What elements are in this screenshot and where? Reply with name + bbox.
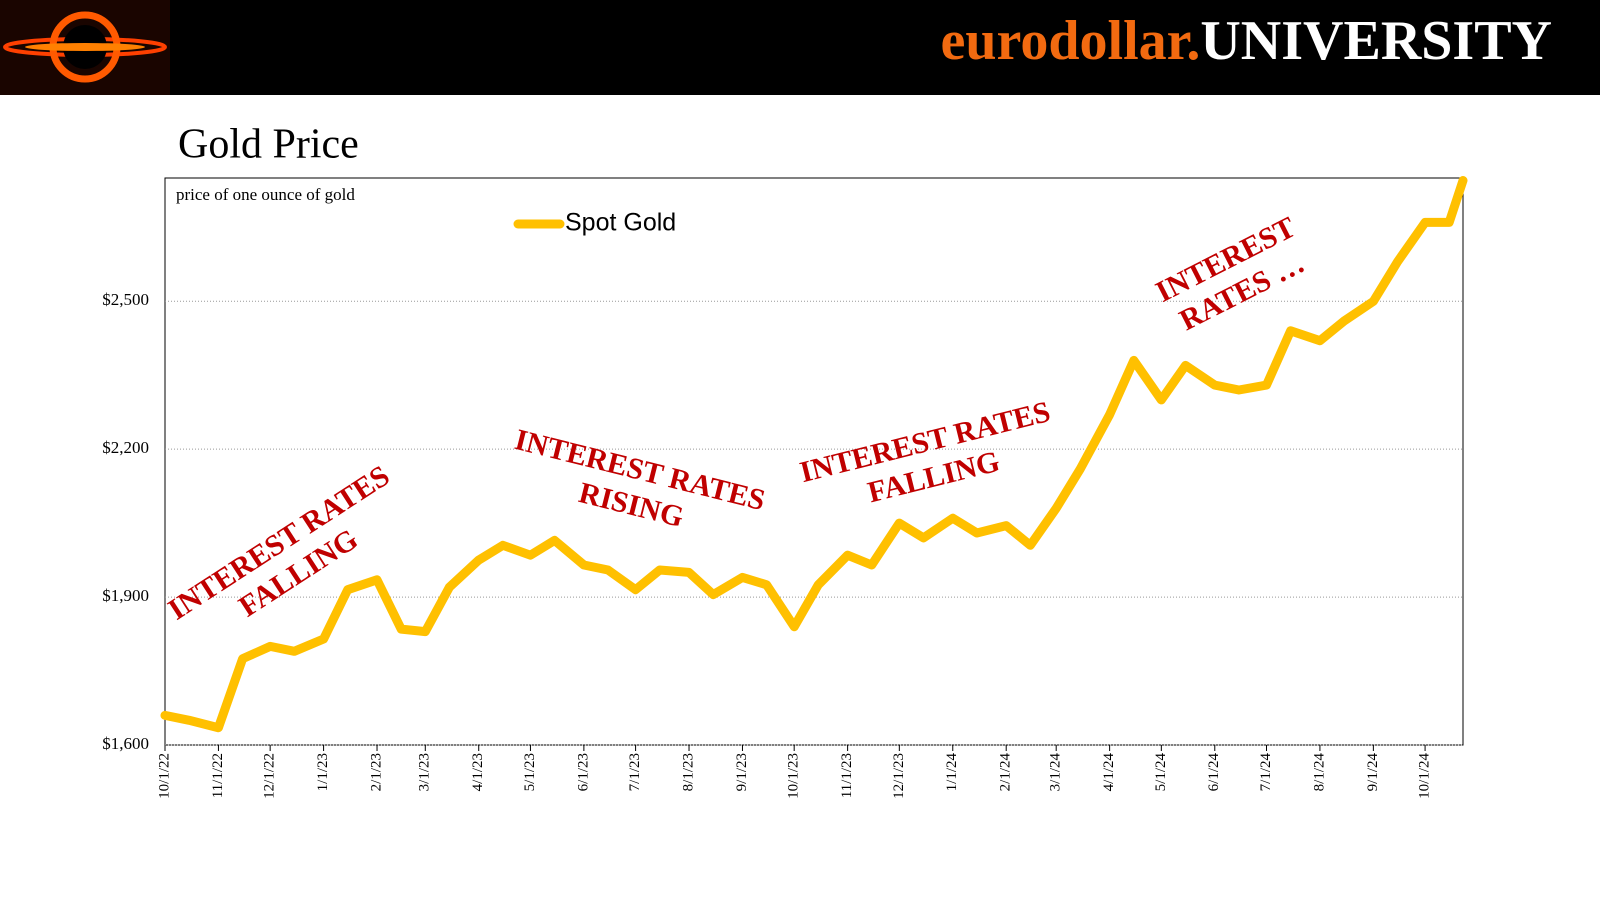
x-tick-label: 8/1/23: [680, 753, 696, 791]
x-tick-label: 9/1/23: [734, 753, 750, 791]
x-tick-label: 12/1/23: [891, 753, 907, 799]
logo: [0, 0, 170, 95]
y-tick-label: $1,900: [102, 586, 149, 605]
x-tick-label: 4/1/23: [470, 753, 486, 791]
x-tick-label: 10/1/22: [156, 753, 172, 799]
annotation: INTEREST RATESFALLING: [162, 459, 415, 657]
x-tick-label: 6/1/24: [1206, 753, 1222, 792]
x-tick-label: 3/1/24: [1048, 753, 1064, 792]
y-tick-label: $1,600: [102, 734, 149, 753]
x-tick-label: 5/1/23: [522, 753, 538, 791]
brand-left: eurodollar.: [941, 10, 1201, 72]
x-tick-label: 3/1/23: [417, 753, 433, 791]
header-bar: [0, 0, 1600, 95]
x-tick-label: 1/1/24: [944, 753, 960, 792]
y-tick-label: $2,200: [102, 438, 149, 457]
x-tick-label: 11/1/22: [210, 753, 226, 798]
subtitle: price of one ounce of gold: [176, 185, 355, 204]
x-tick-label: 7/1/24: [1258, 753, 1274, 792]
annotation: INTERESTRATES …: [1151, 210, 1318, 340]
legend-label: Spot Gold: [565, 209, 676, 237]
x-tick-label: 5/1/24: [1153, 753, 1169, 792]
x-tick-label: 11/1/23: [839, 753, 855, 798]
annotation: INTEREST RATESRISING: [503, 423, 769, 552]
x-tick-label: 12/1/22: [262, 753, 278, 799]
x-tick-label: 4/1/24: [1101, 753, 1117, 792]
x-tick-label: 10/1/24: [1417, 753, 1433, 799]
y-tick-label: $2,500: [102, 290, 149, 309]
annotation: INTEREST RATESFALLING: [797, 395, 1063, 524]
chart-title: Gold Price: [178, 122, 359, 168]
x-tick-label: 2/1/24: [998, 753, 1014, 792]
x-tick-label: 9/1/24: [1365, 753, 1381, 792]
x-tick-label: 6/1/23: [575, 753, 591, 791]
x-tick-label: 7/1/23: [627, 753, 643, 791]
x-tick-label: 2/1/23: [368, 753, 384, 791]
series-line: [160, 176, 1468, 733]
x-tick-label: 10/1/23: [786, 753, 802, 799]
x-tick-label: 1/1/23: [315, 753, 331, 791]
brand: eurodollar.UNIVERSITY: [941, 10, 1552, 72]
x-tick-label: 8/1/24: [1311, 753, 1327, 792]
brand-right: UNIVERSITY: [1200, 10, 1552, 72]
